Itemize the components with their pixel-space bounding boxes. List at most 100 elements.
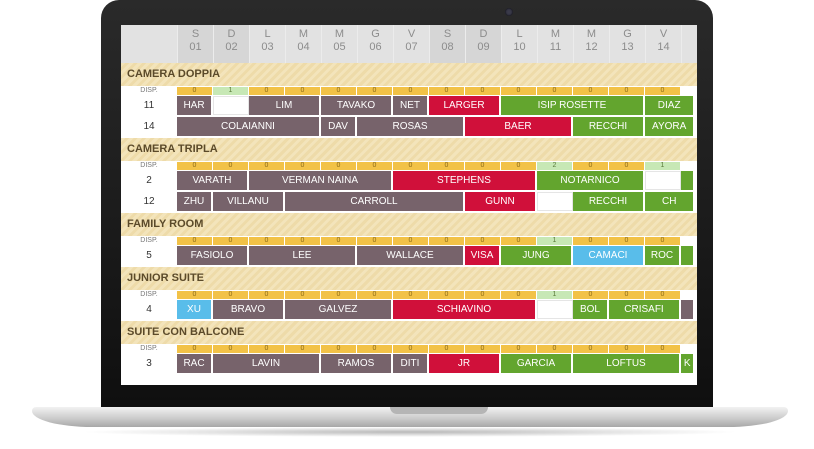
room-row: 5 FASIOLO LEE WALLACE VISA JUNG CAMACI ROC bbox=[121, 246, 697, 266]
room-number[interactable]: 11 bbox=[143, 100, 155, 111]
availability-count: 0 bbox=[501, 291, 537, 299]
room-number[interactable]: 14 bbox=[143, 121, 155, 132]
day-column-header[interactable]: S 01 bbox=[177, 25, 213, 63]
booking-block[interactable]: VERMAN NAINA bbox=[249, 171, 393, 190]
booking-block[interactable]: ISIP ROSETTE bbox=[501, 96, 645, 115]
day-column-header[interactable]: 1 bbox=[681, 25, 697, 63]
booking-block[interactable]: ROC bbox=[645, 246, 681, 265]
room-category-header[interactable]: JUNIOR SUITE bbox=[121, 267, 697, 290]
day-column-header[interactable]: M 12 bbox=[573, 25, 609, 63]
booking-block[interactable]: NOTARNICO bbox=[537, 171, 645, 190]
empty-booking-cell[interactable] bbox=[681, 300, 696, 319]
booking-block[interactable]: ROSAS bbox=[357, 117, 465, 136]
booking-block[interactable]: RAC bbox=[177, 354, 213, 373]
booking-block[interactable]: HAR bbox=[177, 96, 213, 115]
booking-block[interactable]: DITI bbox=[393, 354, 429, 373]
booking-block[interactable]: BOL bbox=[573, 300, 609, 319]
booking-block[interactable]: BAER bbox=[465, 117, 573, 136]
room-number[interactable]: 5 bbox=[146, 250, 152, 261]
room-number[interactable]: 3 bbox=[146, 358, 152, 369]
room-category-header[interactable]: CAMERA TRIPLA bbox=[121, 138, 697, 161]
day-number: 04 bbox=[297, 41, 310, 53]
room-number[interactable]: 4 bbox=[146, 304, 152, 315]
day-column-header[interactable]: M 05 bbox=[321, 25, 357, 63]
availability-count: 0 bbox=[573, 87, 609, 95]
availability-label: DISP. bbox=[140, 237, 158, 244]
booking-block[interactable]: LARGER bbox=[429, 96, 501, 115]
availability-count: 0 bbox=[465, 87, 501, 95]
room-row: 2 VARATH VERMAN NAINA STEPHENS NOTARNICO bbox=[121, 171, 697, 191]
booking-block[interactable]: LAVIN bbox=[213, 354, 321, 373]
room-category-header[interactable]: SUITE CON BALCONE bbox=[121, 321, 697, 344]
availability-count: 0 bbox=[429, 291, 465, 299]
booking-block[interactable]: CAMACI bbox=[573, 246, 645, 265]
room-category-header[interactable]: FAMILY ROOM bbox=[121, 213, 697, 236]
day-column-header[interactable]: M 04 bbox=[285, 25, 321, 63]
booking-block[interactable]: DAV bbox=[321, 117, 357, 136]
day-column-header[interactable]: D 09 bbox=[465, 25, 501, 63]
booking-block[interactable]: GALVEZ bbox=[285, 300, 393, 319]
booking-block[interactable]: VILLANU bbox=[213, 192, 285, 211]
day-column-header[interactable]: L 03 bbox=[249, 25, 285, 63]
booking-block[interactable]: GUNN bbox=[465, 192, 537, 211]
empty-booking-cell[interactable] bbox=[213, 96, 249, 115]
booking-block[interactable]: RECCHI bbox=[573, 192, 645, 211]
booking-block[interactable]: SCHIAVINO bbox=[393, 300, 537, 319]
empty-booking-cell[interactable] bbox=[681, 171, 696, 190]
availability-count: 0 bbox=[609, 87, 645, 95]
day-column-header[interactable]: M 11 bbox=[537, 25, 573, 63]
day-column-header[interactable]: V 14 bbox=[645, 25, 681, 63]
booking-block[interactable]: K bbox=[681, 354, 696, 373]
booking-block[interactable]: NET bbox=[393, 96, 429, 115]
day-column-header[interactable]: S 08 bbox=[429, 25, 465, 63]
booking-block[interactable]: VISA bbox=[465, 246, 501, 265]
room-number[interactable]: 12 bbox=[143, 196, 155, 207]
room-row: 14 COLAIANNI DAV ROSAS BAER RECCHI AYORA bbox=[121, 117, 697, 137]
booking-block[interactable]: GARCIA bbox=[501, 354, 573, 373]
availability-row: DISP. 0 0 0 0 0 0 0 0 0 0 1 0 0 0 bbox=[121, 290, 697, 300]
day-letter: D bbox=[227, 28, 236, 40]
availability-count: 0 bbox=[213, 237, 249, 245]
empty-booking-cell[interactable] bbox=[681, 246, 696, 265]
day-column-header[interactable]: G 06 bbox=[357, 25, 393, 63]
booking-block[interactable]: XU bbox=[177, 300, 213, 319]
day-letter: M bbox=[550, 28, 561, 40]
day-number: 05 bbox=[333, 41, 346, 53]
booking-block[interactable]: CARROLL bbox=[285, 192, 465, 211]
booking-block[interactable]: AYORA bbox=[645, 117, 696, 136]
booking-block[interactable]: BRAVO bbox=[213, 300, 285, 319]
booking-block[interactable]: JUNG bbox=[501, 246, 573, 265]
booking-block[interactable]: JR bbox=[429, 354, 501, 373]
booking-block[interactable]: LOFTUS bbox=[573, 354, 681, 373]
booking-block[interactable]: CRISAFI bbox=[609, 300, 681, 319]
day-letter: M bbox=[334, 28, 345, 40]
empty-booking-cell[interactable] bbox=[645, 171, 681, 190]
availability-count: 0 bbox=[501, 87, 537, 95]
booking-block[interactable]: ZHU bbox=[177, 192, 213, 211]
day-column-header[interactable]: G 13 bbox=[609, 25, 645, 63]
availability-count: 0 bbox=[573, 237, 609, 245]
booking-block[interactable]: LEE bbox=[249, 246, 357, 265]
availability-count: 0 bbox=[609, 162, 645, 170]
booking-block[interactable]: COLAIANNI bbox=[177, 117, 321, 136]
booking-block[interactable]: RECCHI bbox=[573, 117, 645, 136]
booking-block[interactable]: DIAZ bbox=[645, 96, 696, 115]
room-number[interactable]: 2 bbox=[146, 175, 152, 186]
empty-booking-cell[interactable] bbox=[537, 300, 573, 319]
booking-block[interactable]: CH bbox=[645, 192, 696, 211]
booking-block[interactable]: WALLACE bbox=[357, 246, 465, 265]
booking-block[interactable]: VARATH bbox=[177, 171, 249, 190]
booking-block[interactable]: FASIOLO bbox=[177, 246, 249, 265]
booking-block[interactable]: STEPHENS bbox=[393, 171, 537, 190]
availability-count: 0 bbox=[393, 87, 429, 95]
booking-block[interactable]: TAVAKO bbox=[321, 96, 393, 115]
booking-block[interactable]: LIM bbox=[249, 96, 321, 115]
room-category-header[interactable]: CAMERA DOPPIA bbox=[121, 63, 697, 86]
availability-count: 0 bbox=[177, 162, 213, 170]
day-column-header[interactable]: L 10 bbox=[501, 25, 537, 63]
booking-block[interactable]: RAMOS bbox=[321, 354, 393, 373]
room-row: 3 RAC LAVIN RAMOS DITI JR GARCIA LOFTUS K bbox=[121, 354, 697, 374]
empty-booking-cell[interactable] bbox=[537, 192, 573, 211]
day-column-header[interactable]: V 07 bbox=[393, 25, 429, 63]
day-column-header[interactable]: D 02 bbox=[213, 25, 249, 63]
